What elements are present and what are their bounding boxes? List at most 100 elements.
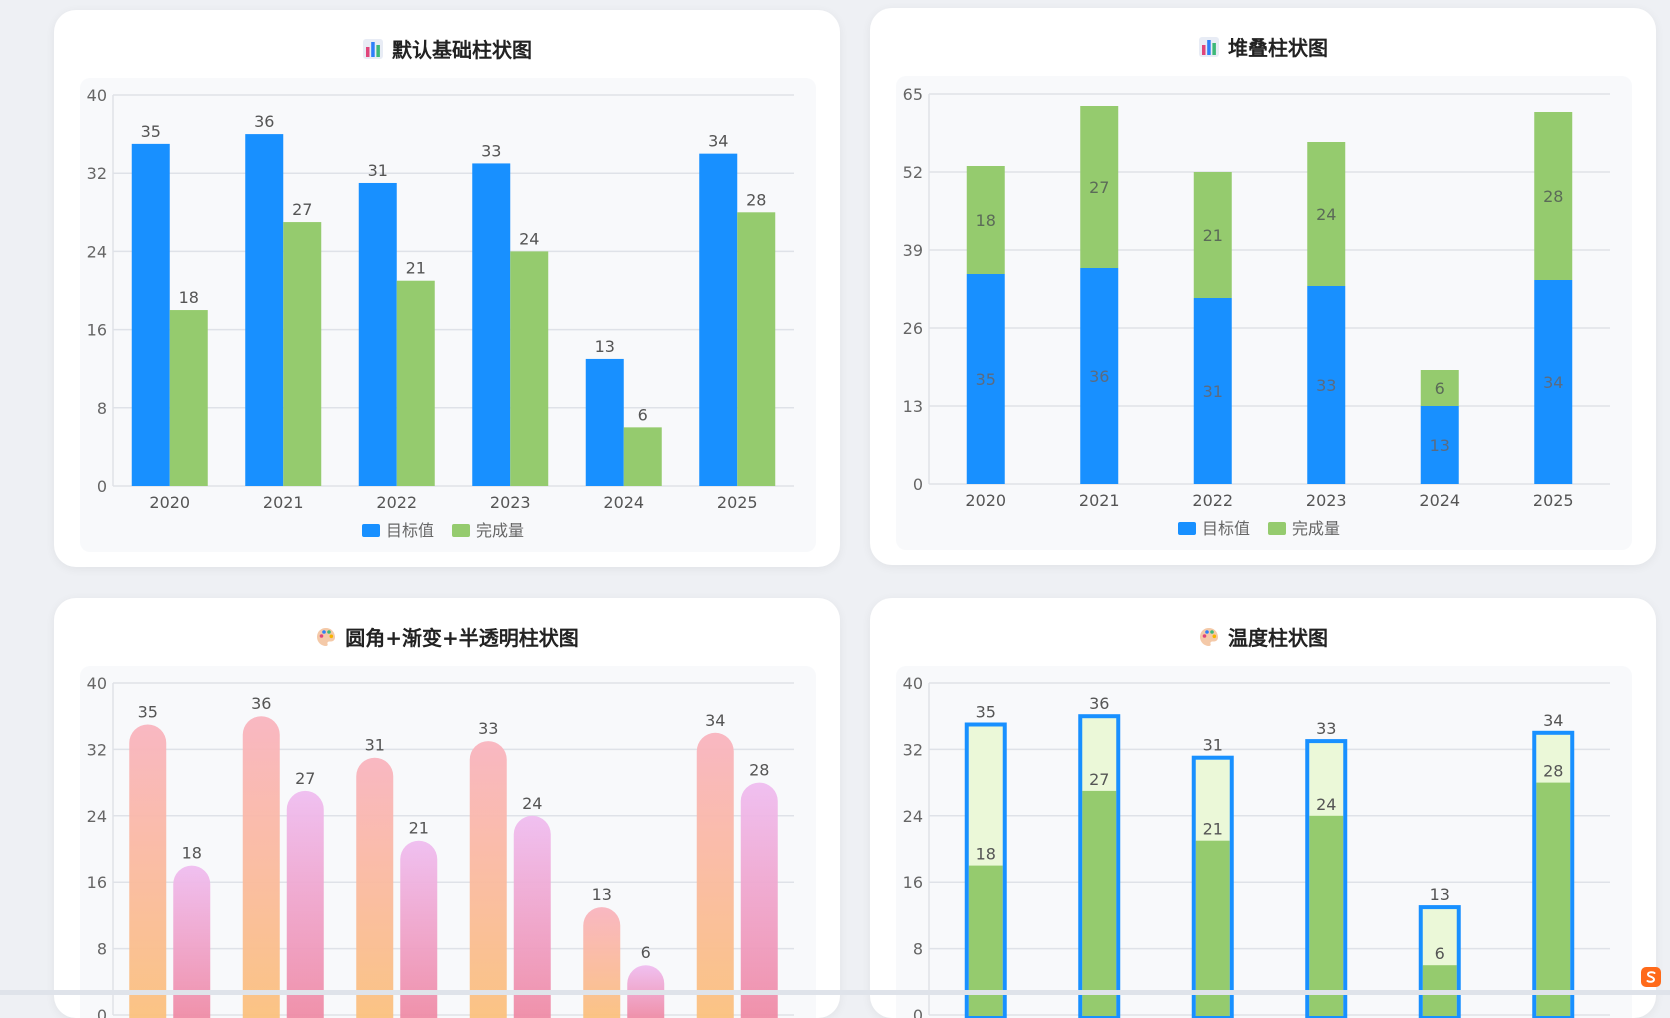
- data-label: 27: [1089, 178, 1109, 197]
- bar: [699, 154, 737, 486]
- data-label: 35: [976, 703, 996, 722]
- bar: [969, 866, 1003, 1018]
- data-label: 21: [406, 259, 426, 278]
- bar: [173, 866, 210, 1018]
- legend-label: 目标值: [1202, 519, 1250, 538]
- y-tick-label: 40: [903, 674, 923, 693]
- x-tick-label: 2024: [1419, 491, 1460, 510]
- data-label: 34: [705, 711, 725, 730]
- x-tick-label: 2021: [1079, 491, 1120, 510]
- x-tick-label: 2020: [149, 493, 190, 512]
- bar: [356, 758, 393, 1018]
- data-label: 35: [138, 703, 158, 722]
- data-label: 18: [976, 211, 996, 230]
- data-label: 21: [1203, 820, 1223, 839]
- bar: [283, 222, 321, 486]
- data-label: 28: [1543, 187, 1563, 206]
- data-label: 33: [1316, 376, 1336, 395]
- data-label: 36: [254, 112, 274, 131]
- bar: [737, 212, 775, 486]
- data-label: 34: [708, 132, 728, 151]
- data-label: 21: [1203, 226, 1223, 245]
- y-tick-label: 0: [97, 1006, 107, 1018]
- data-label: 28: [746, 190, 766, 209]
- data-label: 33: [1316, 719, 1336, 738]
- y-tick-label: 40: [87, 674, 107, 693]
- bar: [624, 427, 662, 486]
- y-tick-label: 0: [913, 475, 923, 494]
- x-tick-label: 2024: [603, 493, 644, 512]
- y-tick-label: 16: [87, 321, 107, 340]
- y-tick-label: 24: [903, 807, 923, 826]
- data-label: 35: [976, 370, 996, 389]
- data-label: 6: [1435, 379, 1445, 398]
- data-label: 31: [365, 736, 385, 755]
- bar: [1082, 791, 1116, 1018]
- data-label: 36: [1089, 367, 1109, 386]
- data-label: 13: [595, 337, 615, 356]
- bar: [470, 741, 507, 1018]
- legend-swatch: [452, 524, 470, 537]
- data-label: 33: [481, 141, 501, 160]
- y-tick-label: 52: [903, 163, 923, 182]
- bar: [741, 783, 778, 1018]
- bar: [245, 134, 283, 486]
- y-tick-label: 65: [903, 85, 923, 104]
- data-label: 24: [1316, 205, 1336, 224]
- data-label: 27: [1089, 770, 1109, 789]
- bar: [243, 716, 280, 1018]
- y-tick-label: 13: [903, 397, 923, 416]
- bar: [397, 281, 435, 486]
- data-label: 24: [519, 229, 539, 248]
- data-label: 24: [1316, 795, 1336, 814]
- legend-swatch: [362, 524, 380, 537]
- data-label: 6: [1435, 944, 1445, 963]
- x-tick-label: 2020: [965, 491, 1006, 510]
- data-label: 27: [292, 200, 312, 219]
- bar: [472, 163, 510, 486]
- data-label: 24: [522, 794, 542, 813]
- legend-swatch: [1268, 522, 1286, 535]
- bar: [1309, 816, 1343, 1018]
- y-tick-label: 32: [903, 740, 923, 759]
- bar: [586, 359, 624, 486]
- data-label: 18: [976, 845, 996, 864]
- data-label: 28: [749, 761, 769, 780]
- data-label: 13: [1430, 436, 1450, 455]
- plot-area: [896, 76, 1632, 550]
- y-tick-label: 16: [903, 873, 923, 892]
- y-tick-label: 26: [903, 319, 923, 338]
- data-label: 36: [251, 694, 271, 713]
- bottom-strip: [0, 990, 1670, 995]
- data-label: 18: [182, 844, 202, 863]
- data-label: 35: [141, 122, 161, 141]
- bar: [514, 816, 551, 1018]
- y-tick-label: 0: [97, 477, 107, 496]
- bar: [697, 733, 734, 1018]
- bar: [359, 183, 397, 486]
- y-tick-label: 8: [97, 940, 107, 959]
- x-tick-label: 2021: [263, 493, 304, 512]
- data-label: 21: [409, 819, 429, 838]
- x-tick-label: 2025: [717, 493, 758, 512]
- bar: [132, 144, 170, 486]
- y-tick-label: 8: [97, 399, 107, 418]
- data-label: 18: [179, 288, 199, 307]
- bar-chart: 0816243240351820203627202131212022332420…: [54, 10, 840, 567]
- legend-label: 完成量: [1292, 519, 1340, 538]
- y-tick-label: 32: [87, 740, 107, 759]
- y-tick-label: 16: [87, 873, 107, 892]
- legend-label: 目标值: [386, 521, 434, 540]
- y-tick-label: 32: [87, 164, 107, 183]
- data-label: 31: [1203, 382, 1223, 401]
- data-label: 36: [1089, 694, 1109, 713]
- x-tick-label: 2022: [376, 493, 417, 512]
- ime-logo-icon[interactable]: [1639, 965, 1663, 989]
- x-tick-label: 2025: [1533, 491, 1574, 510]
